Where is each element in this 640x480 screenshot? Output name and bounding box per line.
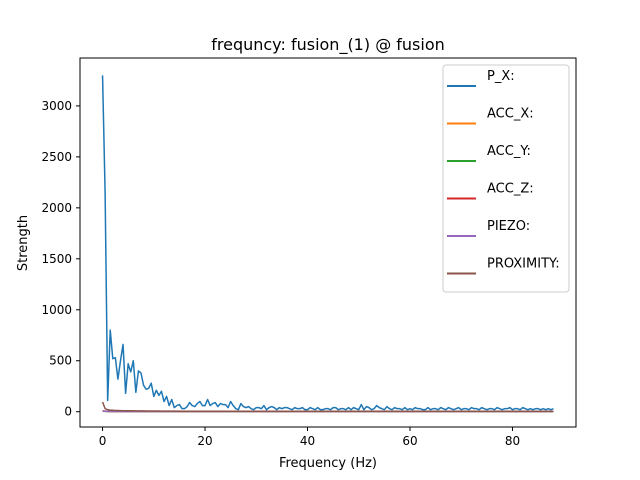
chart-title: frequncy: fusion_(1) @ fusion: [211, 35, 445, 55]
y-tick-label: 2000: [41, 201, 72, 215]
legend-label-1: ACC_X:: [487, 107, 534, 122]
axes-frame: [79, 57, 577, 428]
plot-area: 0 20 40 60 80 0 500 1000 1500 2000 2500 3000: [41, 57, 577, 448]
y-axis-ticks: 0 500 1000 1500 2000 2500 3000: [41, 99, 80, 419]
x-tick-label: 20: [197, 434, 212, 448]
x-axis-label: Frequency (Hz): [279, 456, 377, 471]
x-tick-label: 60: [402, 434, 417, 448]
y-tick-label: 0: [64, 405, 72, 419]
series-layer: [101, 75, 554, 413]
legend-label-0: P_X:: [487, 69, 515, 84]
y-tick-label: 3000: [41, 99, 72, 113]
x-tick-label: 40: [300, 434, 315, 448]
x-axis-ticks: 0 20 40 60 80: [99, 427, 520, 448]
x-tick-label: 80: [505, 434, 520, 448]
series-line-5: [101, 401, 554, 413]
x-tick-label: 0: [99, 434, 107, 448]
y-tick-label: 1000: [41, 303, 72, 317]
legend-label-2: ACC_Y:: [487, 144, 531, 159]
legend-label-4: PIEZO:: [487, 219, 530, 234]
y-axis-label: Strength: [16, 215, 31, 271]
legend-label-5: PROXIMITY:: [487, 257, 560, 272]
legend-label-3: ACC_Z:: [487, 182, 534, 197]
series-line-0: [101, 75, 554, 411]
legend-items: P_X: ACC_X: ACC_Y: ACC_Z: PIEZO: PROXIMITY:: [447, 69, 560, 275]
y-tick-label: 1500: [41, 252, 72, 266]
legend: P_X: ACC_X: ACC_Y: ACC_Z: PIEZO: PROXIMITY:: [442, 64, 570, 293]
y-tick-label: 500: [49, 354, 72, 368]
y-tick-label: 2500: [41, 150, 72, 164]
